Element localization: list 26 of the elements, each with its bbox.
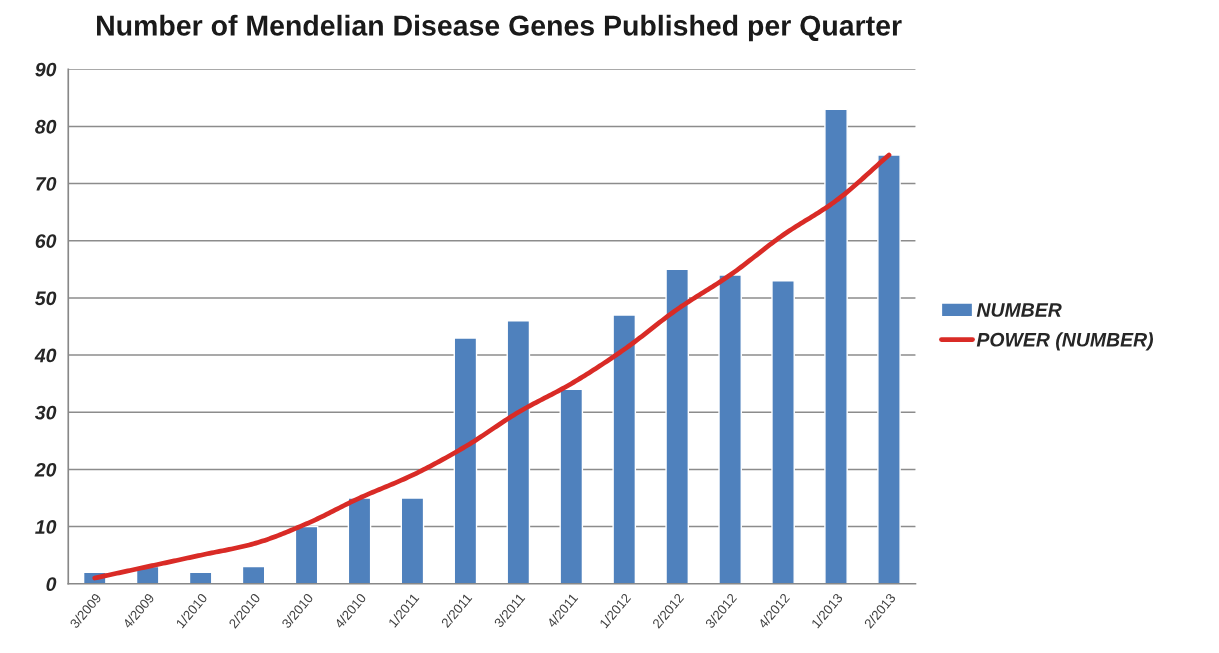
bar (824, 108, 848, 584)
y-tick-label: 60 (35, 234, 57, 248)
bar (771, 280, 795, 584)
bar (612, 314, 637, 584)
y-tick-label: 40 (34, 348, 57, 363)
y-tick-label: 0 (46, 577, 57, 592)
bar (665, 268, 690, 584)
y-tick-label: 50 (35, 291, 57, 306)
y-tick-label: 10 (35, 520, 57, 534)
y-tick-label: 20 (34, 462, 57, 477)
bar (877, 154, 901, 584)
y-tick-label: 80 (35, 119, 57, 134)
y-tick-label: 70 (36, 177, 57, 191)
y-tick-label: 30 (34, 405, 57, 420)
y-tick-label: 90 (35, 62, 57, 77)
bar (400, 497, 425, 584)
legend-label: POWER (NUMBER) (976, 332, 1154, 351)
bar (453, 337, 478, 584)
bar (294, 525, 319, 584)
chart-title: Number of Mendelian Disease Genes Published per Quarter (97, 14, 902, 42)
bar (347, 497, 372, 584)
legend-label: NUMBER (976, 303, 1062, 317)
bar (506, 320, 531, 584)
bar (241, 565, 266, 584)
bar (718, 274, 742, 584)
bar (559, 388, 584, 584)
